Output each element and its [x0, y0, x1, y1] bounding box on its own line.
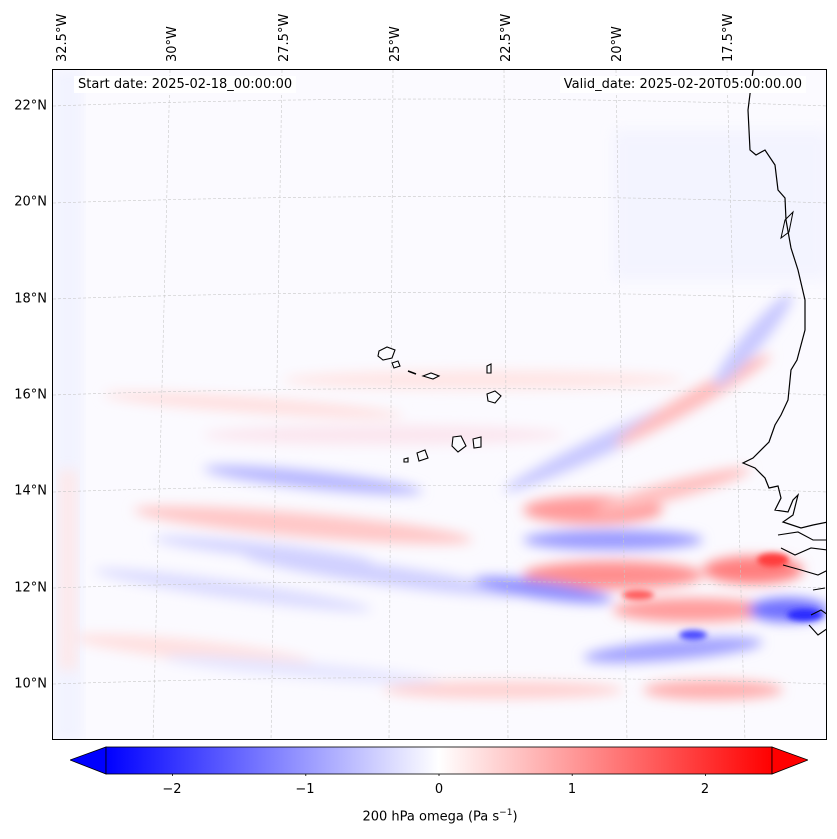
lon-label-32-5w: 32.5°W	[55, 13, 70, 62]
colorbar-tick-label: 0	[434, 782, 444, 797]
colorbar-max-extend	[771, 746, 808, 775]
omega-field-map	[53, 70, 826, 739]
lon-label-25w: 25°W	[388, 26, 403, 62]
lat-label-10n: 10°N	[14, 676, 47, 692]
colorbar-ticks	[172, 774, 706, 776]
island-sao-vicente	[391, 360, 401, 369]
lat-label-16n: 16°N	[14, 387, 47, 403]
lon-label-30w: 30°W	[165, 26, 180, 62]
lat-label-22n: 22°N	[14, 98, 47, 114]
colorbar-tick-label: −1	[295, 782, 315, 797]
island-sal	[486, 363, 492, 374]
cape-verde-islands	[377, 346, 502, 463]
lon-label-22-5w: 22.5°W	[499, 13, 514, 62]
colorbar-min-extend	[70, 746, 107, 775]
island-maio	[472, 436, 482, 449]
colorbar-tick-label: 1	[567, 782, 577, 797]
colorbar-tick-label: −2	[162, 782, 182, 797]
island-fogo	[416, 449, 429, 462]
lat-label-18n: 18°N	[14, 291, 47, 307]
colorbar-tick-label: 2	[700, 782, 710, 797]
island-santo-antao	[377, 346, 396, 361]
colorbar-label: 200 hPa omega (Pa s−1)	[362, 808, 518, 825]
colorbar-gradient	[105, 746, 773, 775]
lon-label-17-5w: 17.5°W	[721, 13, 736, 62]
gridlines	[53, 70, 826, 739]
valid-date-label: Valid_date: 2025-02-20T05:00:00.00	[559, 76, 806, 93]
africa-coastline	[741, 70, 826, 529]
lat-label-12n: 12°N	[14, 580, 47, 596]
lon-label-27-5w: 27.5°W	[277, 13, 292, 62]
map-panel	[52, 69, 827, 740]
lon-label-20w: 20°W	[610, 26, 625, 62]
lat-label-20n: 20°N	[14, 194, 47, 210]
island-boa-vista	[486, 390, 502, 404]
island-sao-nicolau	[421, 372, 441, 380]
colorbar	[70, 746, 808, 776]
lat-label-14n: 14°N	[14, 483, 47, 499]
start-date-label: Start date: 2025-02-18_00:00:00	[74, 76, 297, 93]
island-santiago	[451, 435, 467, 453]
island-brava	[403, 457, 409, 463]
